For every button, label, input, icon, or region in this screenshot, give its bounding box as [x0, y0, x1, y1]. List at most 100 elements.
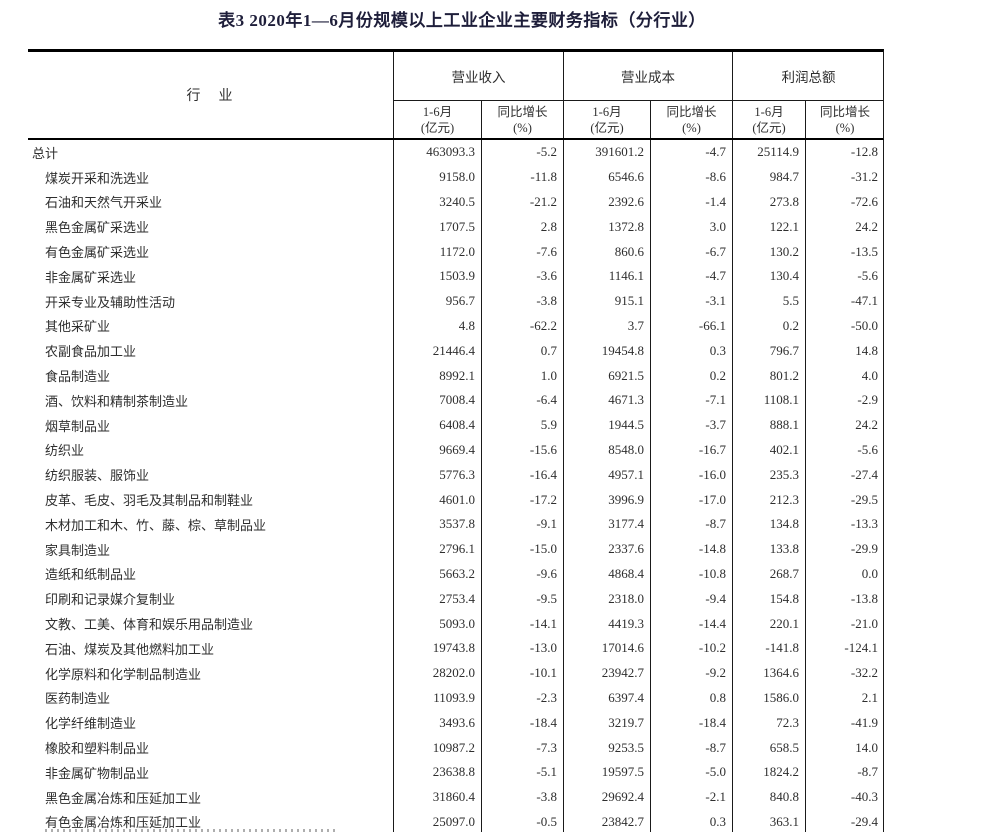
value-cell: 24.2 [805, 214, 884, 240]
value-cell: -13.0 [481, 635, 563, 661]
value-cell: -8.7 [805, 759, 884, 785]
value-cell: 915.1 [563, 288, 650, 314]
value-cell: 19743.8 [393, 635, 481, 661]
table-row: 造纸和纸制品业 5663.2 -9.6 4868.4 -10.8 268.7 0.0 [28, 561, 884, 587]
value-cell: -1.4 [650, 189, 732, 215]
value-cell: 658.5 [732, 735, 805, 760]
value-cell: 134.8 [732, 511, 805, 537]
value-cell: 23638.8 [393, 759, 481, 785]
value-cell: 24.2 [805, 412, 884, 438]
subheader-line: (亿元) [752, 120, 786, 135]
table-row: 石油和天然气开采业 3240.5 -21.2 2392.6 -1.4 273.8 -72.6 [28, 189, 883, 215]
value-cell: 2337.6 [563, 536, 650, 562]
value-cell: -13.8 [805, 586, 884, 612]
value-cell: 28202.0 [393, 660, 481, 686]
value-cell: 463093.3 [393, 140, 481, 165]
value-cell: -5.2 [481, 140, 563, 165]
subheader-line: (亿元) [590, 120, 624, 135]
table-row: 医药制造业 11093.9 -2.3 6397.4 0.8 1586.0 2.1 [28, 685, 883, 711]
table-body: 总计 463093.3 -5.2 391601.2 -4.7 25114.9 -12.8 煤炭… [28, 140, 884, 832]
value-cell: 2.8 [481, 214, 563, 240]
value-cell: -9.5 [481, 586, 563, 612]
industry-name-cell: 纺织业 [45, 443, 85, 459]
value-cell: -4.7 [650, 263, 732, 289]
value-cell: -14.4 [650, 611, 732, 636]
table-row: 黑色金属冶炼和压延加工业 31860.4 -3.8 29692.4 -2.1 840.8-… [28, 784, 883, 810]
value-cell: -8.6 [650, 164, 732, 190]
value-cell: 6546.6 [563, 164, 650, 190]
industry-name-cell: 石油和天然气开采业 [45, 195, 163, 211]
value-cell: -3.7 [650, 412, 732, 438]
value-cell: -124.1 [805, 635, 884, 661]
subheader-revenue-growth: 同比增长 (%) [481, 100, 563, 138]
value-cell: 9158.0 [393, 164, 481, 190]
industry-name-cell: 印刷和记录媒介复制业 [45, 592, 176, 608]
value-cell: 72.3 [732, 710, 805, 736]
table-row: 总计 463093.3 -5.2 391601.2 -4.7 25114.9 -12.8 [28, 140, 883, 165]
table-row: 食品制造业 8992.1 1.0 6921.5 0.2 801.2 4.0 [28, 363, 883, 388]
value-cell: -15.0 [481, 536, 563, 562]
subheader-line: (亿元) [420, 120, 455, 135]
value-cell: -8.7 [650, 511, 732, 537]
value-cell: -16.0 [650, 462, 732, 488]
value-cell: 4419.3 [563, 611, 650, 636]
table-row: 黑色金属矿采选业 1707.5 2.8 1372.8 3.0 122.1 24.2 [28, 214, 884, 240]
value-cell: -27.4 [805, 462, 884, 488]
value-cell: 4.8 [393, 313, 481, 339]
value-cell: -16.4 [481, 462, 563, 488]
industry-name-cell: 橡胶和塑料制品业 [45, 741, 150, 757]
value-cell: -2.9 [805, 387, 884, 413]
value-cell: 1.0 [481, 363, 563, 388]
value-cell: 4957.1 [563, 462, 650, 488]
value-cell: 19454.8 [563, 338, 650, 364]
industry-name-cell: 黑色金属冶炼和压延加工业 [45, 790, 202, 806]
industry-name-cell: 家具制造业 [45, 542, 111, 558]
value-cell: 0.3 [650, 338, 732, 364]
industry-name-cell: 酒、饮料和精制茶制造业 [45, 393, 189, 409]
group-header-operating-cost: 营业成本 [563, 52, 732, 100]
value-cell: -10.8 [650, 561, 732, 587]
value-cell: -31.2 [805, 164, 884, 190]
value-cell: -9.2 [650, 660, 732, 686]
value-cell: 1146.1 [563, 263, 650, 289]
industry-name-cell: 非金属矿物制品业 [45, 765, 150, 781]
value-cell: -2.3 [481, 685, 563, 711]
value-cell: -5.6 [805, 437, 884, 463]
value-cell: 363.1 [732, 809, 805, 832]
value-cell: -6.7 [650, 239, 732, 264]
industry-name-cell: 煤炭开采和洗选业 [45, 170, 150, 186]
value-cell: 4671.3 [563, 387, 650, 413]
value-cell: 5093.0 [393, 611, 481, 636]
value-cell: 1586.0 [732, 685, 805, 711]
table-row: 石油、煤炭及其他燃料加工业 19743.8 -13.0 17014.6 -10.2 -14… [28, 635, 884, 661]
industry-name-cell: 有色金属冶炼和压延加工业 [45, 815, 202, 831]
value-cell: 235.3 [732, 462, 805, 488]
value-cell: 11093.9 [393, 685, 481, 711]
value-cell: 273.8 [732, 189, 805, 215]
value-cell: 0.0 [805, 561, 884, 587]
value-cell: -13.3 [805, 511, 884, 537]
table-row: 其他采矿业 4.8 -62.2 3.7 -66.1 0.2 -50.0 [28, 313, 884, 339]
table-row: 烟草制品业 6408.4 5.9 1944.5 -3.7 888.1 24.2 [28, 412, 884, 438]
value-cell: 0.7 [481, 338, 563, 364]
value-cell: -7.3 [481, 735, 563, 760]
value-cell: -50.0 [805, 313, 884, 339]
value-cell: 212.3 [732, 487, 805, 512]
financial-indicators-table: 行 业 营业收入 营业成本 利润总额 1-6月 (亿元) 同比增长 (%) 1-… [28, 49, 884, 832]
value-cell: 888.1 [732, 412, 805, 438]
value-cell: 8992.1 [393, 363, 481, 388]
value-cell: 3996.9 [563, 487, 650, 512]
value-cell: -3.8 [481, 288, 563, 314]
value-cell: 8548.0 [563, 437, 650, 463]
value-cell: -7.6 [481, 239, 563, 264]
subheader-line: 1-6月 [422, 104, 453, 119]
value-cell: -7.1 [650, 387, 732, 413]
industry-name-cell: 农副食品加工业 [45, 344, 137, 360]
value-cell: 2796.1 [393, 536, 481, 562]
value-cell: -2.1 [650, 784, 732, 810]
value-cell: -9.1 [481, 511, 563, 537]
industry-column-header: 行 业 [186, 89, 235, 104]
value-cell: 23842.7 [563, 809, 650, 832]
industry-name-cell: 文教、工美、体育和娱乐用品制造业 [45, 617, 254, 633]
table-row: 煤炭开采和洗选业 9158.0 -11.8 6546.6 -8.6 984.7 -31.2 [28, 164, 884, 190]
